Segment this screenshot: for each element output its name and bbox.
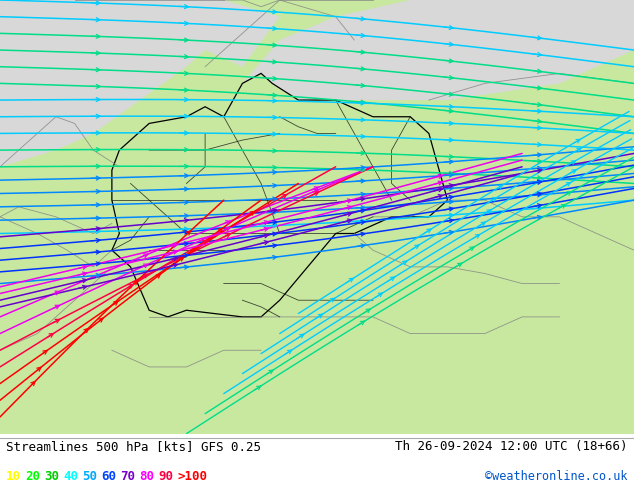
Text: 70: 70 [120,470,136,483]
Text: Th 26-09-2024 12:00 UTC (18+66): Th 26-09-2024 12:00 UTC (18+66) [395,441,628,453]
Text: 40: 40 [63,470,79,483]
Text: 50: 50 [82,470,98,483]
Text: 10: 10 [6,470,22,483]
Text: 30: 30 [44,470,60,483]
Text: Streamlines 500 hPa [kts] GFS 0.25: Streamlines 500 hPa [kts] GFS 0.25 [6,441,261,453]
Text: >100: >100 [178,470,207,483]
Text: ©weatheronline.co.uk: ©weatheronline.co.uk [485,470,628,483]
Text: 60: 60 [101,470,117,483]
Text: 80: 80 [139,470,155,483]
Text: 90: 90 [158,470,174,483]
Polygon shape [0,0,280,167]
Polygon shape [242,0,634,100]
Polygon shape [112,74,448,317]
Text: 20: 20 [25,470,41,483]
